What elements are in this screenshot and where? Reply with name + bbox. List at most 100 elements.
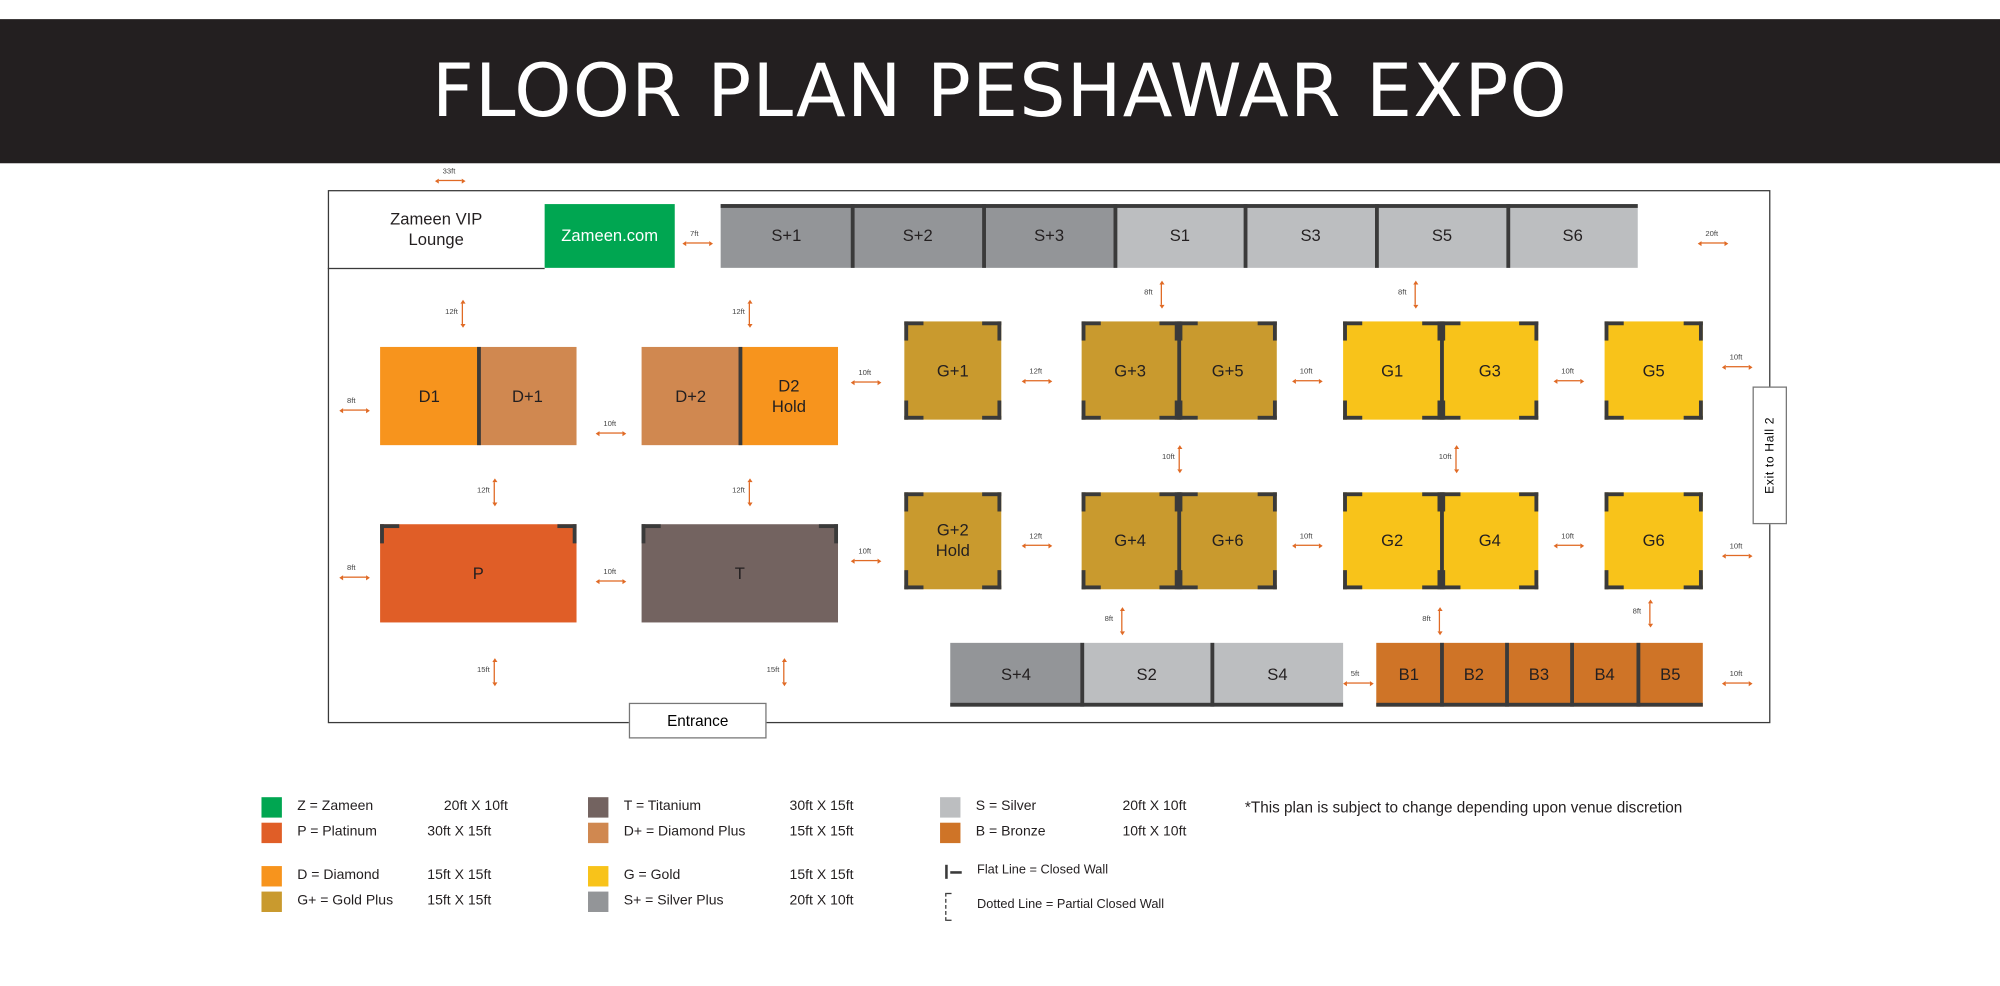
booth-label: S5 [1431, 225, 1453, 245]
dimension-label: 33ft [442, 168, 456, 177]
dotted-wall-icon [945, 892, 952, 921]
booth-label: S+2 [902, 225, 933, 245]
legend-label: G = Gold [623, 867, 681, 883]
closed-wall [1569, 642, 1574, 707]
exit-to-hall-2: Exit to Hall 2 [1752, 386, 1787, 525]
closed-wall [1439, 642, 1444, 707]
partial-wall-corner [1257, 321, 1277, 341]
partial-wall-corner [904, 321, 924, 341]
booth-label: G+1 [936, 360, 969, 380]
booth-s-plus-4: S+4 [950, 642, 1082, 707]
dimension-label: 8ft [1422, 616, 1431, 624]
booth-label: D+1 [511, 385, 543, 405]
booth-label: T [734, 563, 745, 583]
booth-s5: S5 [1374, 204, 1508, 268]
partial-wall-corner [1519, 492, 1539, 512]
dimension-label: 12ft [445, 308, 458, 317]
booth-g-plus-2-hold: G+2 Hold [904, 492, 1002, 590]
closed-wall [1439, 492, 1444, 590]
closed-wall [1504, 642, 1509, 707]
dimension-arrow [850, 378, 882, 386]
dimension-label: 10ft [603, 420, 617, 429]
closed-wall [1176, 321, 1181, 420]
legend-swatch [588, 866, 609, 887]
dimension-label: 10ft [1438, 454, 1452, 462]
partial-wall-corner [1081, 492, 1101, 512]
dimension-arrow [1343, 679, 1374, 687]
closed-wall [737, 346, 742, 446]
booth-s2: S2 [1079, 642, 1212, 707]
booth-zameen.com: Zameen.com [544, 204, 675, 268]
legend-swatch [940, 822, 961, 844]
booth-g5: G5 [1604, 321, 1703, 420]
booth-label: G+5 [1211, 360, 1244, 380]
closed-wall [1439, 321, 1444, 420]
closed-wall [476, 346, 481, 446]
booth-g-plus-3: G+3 [1081, 321, 1179, 420]
dimension-arrow [1452, 445, 1460, 474]
partial-wall-corner [818, 524, 839, 544]
dimension-arrow [1158, 280, 1166, 309]
booth-s6: S6 [1505, 204, 1638, 268]
partial-wall-corner [1604, 570, 1624, 590]
booth-label: D+2 [675, 385, 707, 405]
dimension-arrow [1292, 541, 1323, 550]
partial-wall-corner [1683, 570, 1703, 590]
exit-label: Exit to Hall 2 [1762, 416, 1777, 494]
legend-size: 15ft X 15ft [789, 867, 854, 883]
dimension-arrow [339, 406, 370, 414]
booth-b5: B5 [1635, 642, 1703, 707]
dimension-arrow [490, 478, 499, 507]
legend-label: B = Bronze [975, 823, 1046, 840]
booth-label: S4 [1267, 664, 1288, 684]
legend-swatch [588, 891, 609, 912]
legend-label: P = Platinum [297, 823, 377, 840]
booth-label: B1 [1398, 664, 1419, 684]
partial-wall-corner [1683, 492, 1703, 512]
partial-wall-corner [1257, 400, 1277, 420]
booth-label: S2 [1136, 664, 1157, 684]
booth-s-plus-1: S+1 [720, 204, 853, 268]
header-bar: FLOOR PLAN PESHAWAR EXPO [0, 19, 2000, 164]
booth-label: P [472, 563, 484, 583]
closed-wall [1081, 702, 1212, 707]
booth-g3: G3 [1439, 321, 1539, 420]
booth-label: B3 [1528, 664, 1550, 684]
dimension-arrow [746, 299, 754, 328]
dimension-arrow [1646, 599, 1654, 628]
partial-wall-corner [1343, 321, 1363, 341]
closed-wall [1637, 702, 1703, 707]
booth-label: G4 [1478, 530, 1501, 550]
booth-label: S6 [1562, 225, 1583, 245]
dimension-arrow [1175, 445, 1184, 474]
partial-wall-corner [1604, 492, 1624, 512]
dimension-arrow [339, 573, 370, 581]
dimension-label: 10ft [858, 369, 872, 378]
closed-wall [1507, 204, 1638, 208]
closed-wall [1209, 642, 1214, 707]
vip-lounge: Zameen VIP Lounge [327, 190, 545, 270]
partial-wall-corner [904, 492, 924, 512]
booth-s-plus-2: S+2 [850, 204, 984, 268]
booth-label: B5 [1660, 664, 1681, 684]
dimension-label: 15ft [766, 667, 780, 675]
dimension-arrow [780, 658, 788, 687]
partial-wall-corner [1441, 570, 1461, 590]
partial-wall-corner [1159, 492, 1179, 512]
legend-swatch [261, 797, 282, 818]
partial-wall-corner [1178, 492, 1198, 512]
closed-wall [981, 204, 986, 268]
partial-wall-corner [1683, 400, 1703, 420]
legend-size: 15ft X 15ft [427, 892, 492, 909]
closed-wall [1244, 204, 1377, 208]
dimension-label: 12ft [732, 308, 745, 317]
legend-size: 15ft X 15ft [427, 867, 492, 883]
dimension-arrow [682, 239, 714, 247]
dimension-arrow [1021, 541, 1053, 550]
closed-wall [1376, 702, 1442, 707]
closed-wall [1374, 204, 1379, 268]
booth-label: B2 [1463, 664, 1484, 684]
booth-label: S3 [1300, 225, 1321, 245]
legend-swatch [261, 822, 282, 844]
dimension-label: 20ft [1705, 230, 1719, 239]
